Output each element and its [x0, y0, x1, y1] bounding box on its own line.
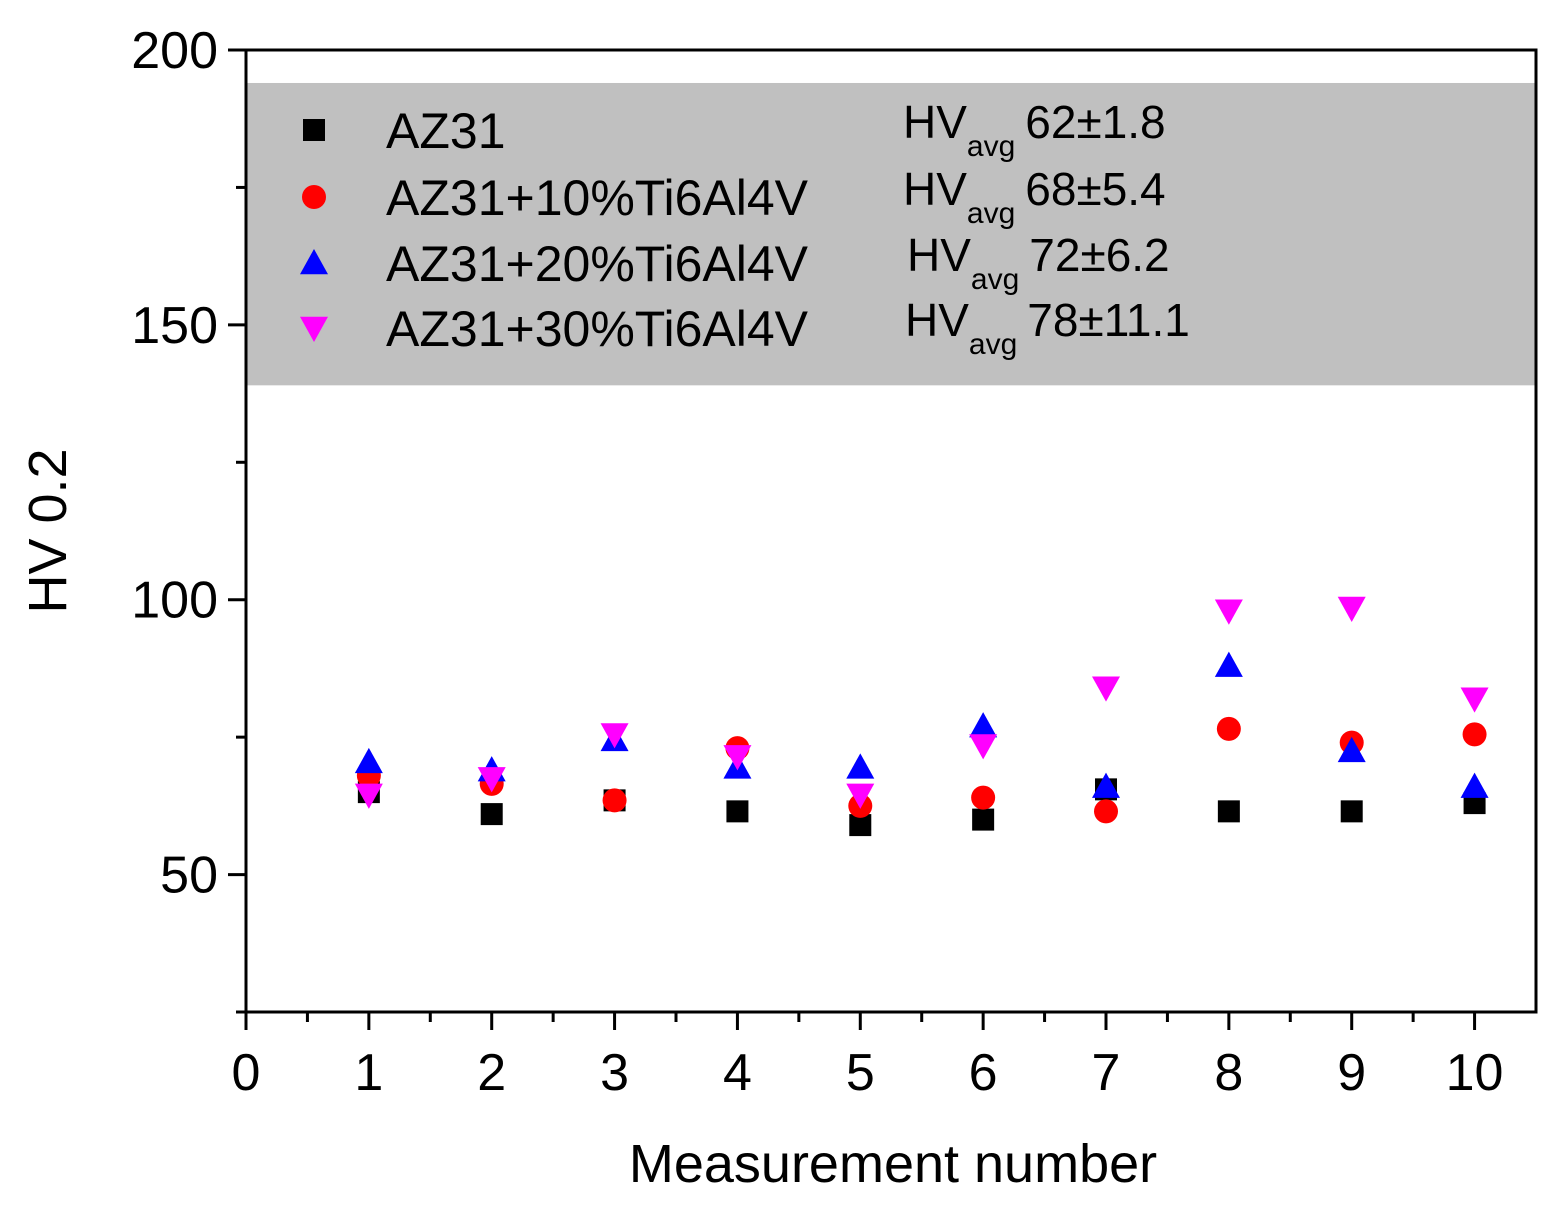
x-tick-label: 9: [1337, 1044, 1366, 1102]
x-tick-label: 3: [600, 1044, 629, 1102]
legend-marker: [302, 185, 326, 209]
legend-label: AZ31+30%Ti6Al4V: [386, 301, 809, 357]
data-point: [1337, 596, 1366, 622]
legend-label: AZ31+10%Ti6Al4V: [386, 170, 809, 226]
data-point: [849, 814, 872, 837]
data-point: [354, 747, 383, 774]
legend-marker: [300, 249, 328, 275]
legend-stat: HVavg 78±11.1: [905, 294, 1190, 361]
legend-entry: AZ31+30%Ti6Al4V HVavg 78±11.1: [300, 294, 1190, 361]
x-tick-label: 5: [846, 1044, 875, 1102]
y-tick-label: 50: [160, 847, 218, 905]
x-tick-label: 8: [1214, 1044, 1243, 1102]
stat-hv: HV: [903, 96, 967, 148]
data-point: [1340, 800, 1363, 823]
x-axis-title: Measurement number: [629, 1134, 1157, 1194]
y-tick-label: 100: [131, 572, 218, 630]
data-point: [1462, 722, 1487, 747]
y-axis: 50 100 150 200: [131, 22, 246, 1014]
legend-stat: HVavg 62±1.8: [903, 96, 1166, 163]
legend-marker: [303, 119, 325, 141]
data-point: [1217, 800, 1240, 823]
legend-entry: AZ31+10%Ti6Al4V HVavg 68±5.4: [302, 163, 1166, 230]
data-point: [972, 808, 995, 831]
x-tick-label: 2: [477, 1044, 506, 1102]
data-point: [1092, 772, 1120, 798]
plot-frame: [244, 48, 1538, 1014]
stat-value: 68±5.4: [1025, 163, 1165, 215]
data-point: [726, 800, 749, 823]
data-point: [354, 783, 383, 809]
data-point: [1094, 799, 1118, 824]
y-axis-title: HV 0.2: [18, 448, 78, 613]
data-point: [723, 745, 752, 771]
series-1: [357, 778, 1486, 837]
stat-value: 78±11.1: [1027, 294, 1190, 346]
data-point: [480, 803, 503, 826]
y-tick-label: 150: [131, 297, 218, 355]
stat-hv: HV: [907, 229, 971, 281]
legend-stat: HVavg 72±6.2: [907, 229, 1170, 296]
legend-marker: [300, 316, 328, 342]
data-point: [1337, 736, 1366, 763]
data-point: [971, 785, 996, 810]
x-axis: 0 1 2 3 4 5 6 7 8 9 10: [232, 1012, 1504, 1102]
x-tick-label: 1: [354, 1044, 383, 1102]
data-point: [969, 712, 998, 738]
series-2: [356, 716, 1487, 824]
stat-hv: HV: [903, 163, 967, 215]
data-point: [1214, 599, 1243, 625]
legend-entry: AZ31 HVavg 62±1.8: [303, 96, 1166, 163]
stat-value: 72±6.2: [1029, 229, 1169, 281]
x-tick-label: 0: [232, 1044, 261, 1102]
data-point: [846, 783, 875, 809]
data-point: [1216, 716, 1241, 741]
x-tick-label: 4: [723, 1044, 752, 1102]
data-point: [969, 734, 998, 760]
data-point: [602, 788, 627, 813]
x-tick-label: 10: [1446, 1044, 1504, 1102]
stat-avg: avg: [971, 263, 1019, 296]
stat-avg: avg: [967, 130, 1015, 163]
stat-hv: HV: [905, 294, 969, 346]
series-4: [354, 596, 1489, 809]
series-3: [354, 651, 1489, 798]
data-point: [1460, 687, 1489, 713]
data-points: [354, 596, 1489, 837]
x-tick-label: 7: [1092, 1044, 1121, 1102]
shaded-legend-band: [246, 82, 1536, 386]
x-tick-label: 6: [969, 1044, 998, 1102]
data-point: [1092, 676, 1120, 702]
data-point: [1460, 772, 1489, 798]
data-point: [1214, 651, 1243, 677]
y-tick-label: 200: [131, 22, 218, 80]
data-point: [600, 723, 629, 749]
stat-avg: avg: [969, 328, 1017, 361]
legend-label: AZ31: [386, 103, 506, 159]
stat-avg: avg: [967, 197, 1015, 230]
data-point: [846, 753, 875, 779]
stat-value: 62±1.8: [1025, 96, 1165, 148]
legend-label: AZ31+20%Ti6Al4V: [386, 236, 809, 292]
legend-stat: HVavg 68±5.4: [903, 163, 1166, 230]
data-point: [477, 767, 506, 793]
legend-entry: AZ31+20%Ti6Al4V HVavg 72±6.2: [300, 229, 1170, 296]
